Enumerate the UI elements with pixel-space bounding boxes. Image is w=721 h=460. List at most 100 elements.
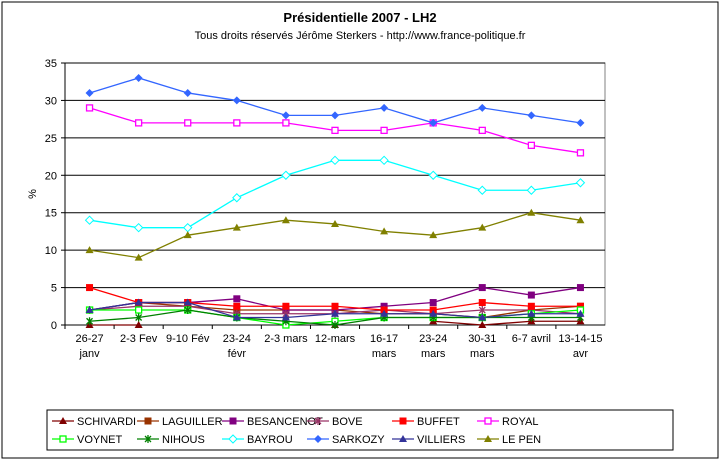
series-bayrou <box>84 155 586 233</box>
y-tick-label: 35 <box>45 58 57 70</box>
legend-marker <box>144 417 152 425</box>
data-point <box>183 231 192 239</box>
data-point <box>429 309 438 317</box>
legend-label: LAGUILLER <box>162 416 223 428</box>
data-point <box>527 309 536 317</box>
legend-label: SCHIVARDI <box>77 416 136 428</box>
data-point <box>183 298 192 306</box>
data-point <box>380 309 389 317</box>
legend-label: BUFFET <box>417 416 460 428</box>
data-point <box>331 111 339 120</box>
data-point <box>527 208 536 216</box>
x-tick-label: févr <box>228 348 247 360</box>
legend-label: VOYNET <box>77 434 123 446</box>
data-point <box>282 302 290 310</box>
data-point <box>527 302 535 310</box>
data-point <box>429 299 437 307</box>
data-point <box>85 246 94 254</box>
data-point <box>134 119 143 127</box>
x-tick-label: 9-10 Fév <box>166 333 210 345</box>
data-point <box>134 306 143 314</box>
legend-label: NIHOUS <box>162 434 205 446</box>
x-tick-label: mars <box>372 348 397 360</box>
legend-item: VOYNET <box>52 434 123 446</box>
series-royal <box>85 104 585 157</box>
data-point <box>527 111 536 120</box>
data-point <box>331 321 339 329</box>
data-point <box>380 227 389 235</box>
data-point <box>85 88 94 97</box>
data-point <box>281 216 290 224</box>
data-point <box>85 104 94 112</box>
data-point <box>281 111 290 120</box>
y-tick-label: 30 <box>45 95 57 107</box>
data-point <box>134 321 143 328</box>
data-point <box>478 223 487 231</box>
legend-marker <box>144 435 152 443</box>
legend-item: BAYROU <box>222 434 293 446</box>
legend-marker <box>228 434 238 444</box>
data-point <box>331 126 339 135</box>
data-point <box>281 170 291 180</box>
legend-item: SCHIVARDI <box>52 416 136 428</box>
data-point <box>232 223 241 231</box>
data-point <box>133 222 144 233</box>
legend-item: LAGUILLER <box>137 416 223 428</box>
data-point <box>183 88 192 97</box>
data-point <box>380 126 388 135</box>
legend-item: BUFFET <box>392 416 460 428</box>
data-point <box>184 306 192 315</box>
legend-label: ROYAL <box>502 416 538 428</box>
data-point <box>134 298 143 306</box>
legend-marker <box>229 417 237 425</box>
data-point <box>478 321 487 328</box>
x-tick-label: janv <box>78 348 100 360</box>
data-point <box>85 306 94 314</box>
y-tick-label: 20 <box>45 170 57 182</box>
data-point <box>478 126 486 135</box>
data-point <box>576 149 585 157</box>
legend-marker <box>59 435 67 443</box>
data-point <box>527 141 536 149</box>
x-tick-label: 12-mars <box>315 333 356 345</box>
data-point <box>86 284 94 292</box>
legend-label: BOVE <box>332 416 363 428</box>
legend-item: ROYAL <box>477 416 538 428</box>
legend-item: LE PEN <box>477 434 541 446</box>
legend-item: NIHOUS <box>137 434 205 446</box>
data-point <box>134 73 143 82</box>
data-point <box>232 313 241 321</box>
series-sarkozy <box>85 73 585 127</box>
data-point <box>576 118 585 127</box>
x-tick-label: mars <box>421 348 446 360</box>
legend-marker <box>399 417 407 425</box>
legend-item: BESANCENOT <box>222 416 323 428</box>
data-point <box>233 119 241 127</box>
data-point <box>576 216 585 224</box>
data-point <box>380 103 389 112</box>
legend-label: VILLIERS <box>417 434 465 446</box>
data-point <box>331 309 339 317</box>
data-point <box>527 291 535 299</box>
x-tick-label: avr <box>573 348 589 360</box>
data-point <box>477 185 487 195</box>
data-point <box>330 155 340 166</box>
y-axis-label: % <box>27 189 39 199</box>
chart-title: Présidentielle 2007 - LH2 <box>283 10 436 25</box>
x-tick-label: mars <box>470 348 495 360</box>
data-point <box>478 103 487 112</box>
legend-marker <box>59 417 67 424</box>
data-point <box>428 170 438 180</box>
legend-marker <box>484 417 492 425</box>
plot-area <box>64 62 606 326</box>
data-point <box>84 215 95 225</box>
x-tick-label: 13-14-15 <box>558 333 602 345</box>
x-tick-label: 26-27 <box>75 333 103 345</box>
data-point <box>135 313 143 322</box>
data-point <box>233 295 241 303</box>
data-point <box>478 313 487 321</box>
data-point <box>429 231 438 239</box>
legend-marker <box>314 417 322 425</box>
